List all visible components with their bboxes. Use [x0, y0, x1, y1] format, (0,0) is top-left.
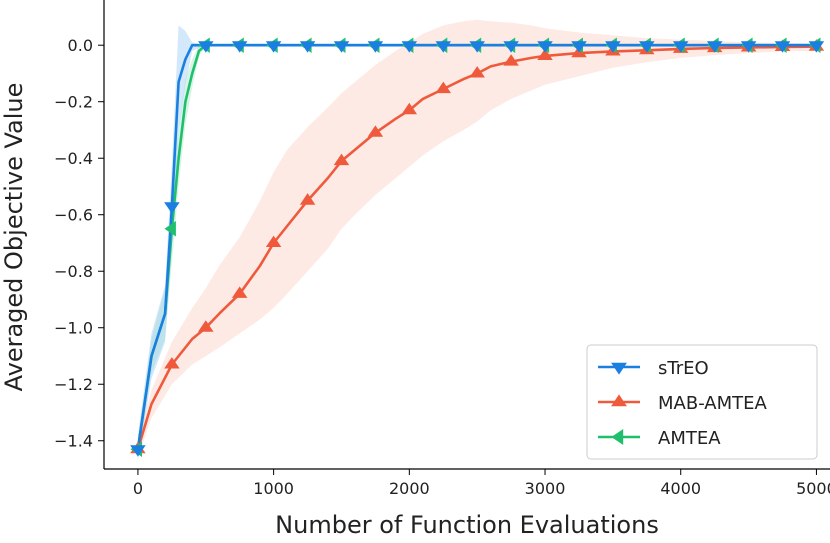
streo-marker: [672, 41, 689, 53]
legend-label-amtea: AMTEA: [658, 428, 721, 449]
streo-marker: [231, 41, 248, 53]
legend-marker-streo: [611, 362, 627, 375]
legend-frame: [586, 344, 818, 460]
axes: [103, 0, 830, 470]
streo-marker: [537, 41, 553, 53]
y-tick-label: −1.0: [54, 319, 93, 338]
mab-amtea-marker: [503, 54, 519, 66]
legend: sTrEO MAB-AMTEA AMTEA: [586, 344, 818, 460]
mab-amtea-marker: [537, 48, 553, 60]
x-tick-label: 4000: [660, 479, 701, 498]
streo-marker: [774, 41, 791, 53]
streo-marker: [740, 41, 757, 53]
mab-amtea-marker: [164, 357, 180, 369]
mab-amtea-marker: [198, 320, 214, 332]
y-tick-label: 0.0: [68, 36, 93, 55]
confidence-bands: [137, 19, 817, 461]
streo-marker: [639, 41, 655, 53]
streo-marker: [333, 41, 350, 53]
mab-amtea-marker: [299, 193, 316, 205]
streo-marker: [503, 41, 519, 53]
mab-amtea-marker: [435, 81, 452, 94]
streo-marker: [198, 41, 214, 53]
legend-marker-mab-amtea: [611, 394, 627, 407]
mab-amtea-marker: [367, 125, 384, 137]
streo-marker: [808, 41, 825, 53]
streo-marker: [401, 41, 418, 53]
mab-amtea-marker: [333, 153, 350, 166]
x-axis-title: Number of Function Evaluations: [275, 511, 659, 539]
legend-label-mab-amtea: MAB-AMTEA: [658, 393, 768, 414]
streo-marker: [469, 41, 485, 53]
legend-marker-amtea: [611, 429, 624, 445]
y-tick-label: −0.4: [54, 149, 93, 168]
y-tick-label: −1.2: [54, 375, 93, 394]
x-tick-label: 3000: [525, 479, 566, 498]
streo-marker: [130, 445, 146, 457]
mab-amtea-band: [137, 19, 817, 458]
mab-amtea-marker: [265, 235, 282, 248]
streo-marker: [435, 41, 452, 53]
y-tick-label: −0.6: [54, 206, 93, 225]
series-markers: [130, 37, 825, 457]
y-axis-title: Averaged Objective Value: [0, 83, 28, 392]
legend-label-streo: sTrEO: [658, 358, 709, 379]
streo-marker: [706, 41, 723, 53]
streo-marker: [299, 41, 316, 53]
amtea-marker: [164, 221, 176, 237]
x-tick-label: 0: [133, 479, 143, 498]
mab-amtea-marker: [469, 66, 485, 78]
y-ticks: 0.0 −0.2 −0.4 −0.6 −0.8 −1.0 −1.2 −1.4: [54, 36, 104, 451]
x-tick-label: 2000: [389, 479, 430, 498]
x-tick-label: 1000: [253, 479, 294, 498]
mab-amtea-marker: [231, 286, 248, 298]
y-tick-label: −1.4: [54, 432, 93, 451]
streo-marker: [367, 41, 384, 53]
mab-amtea-marker: [401, 102, 418, 115]
y-tick-label: −0.8: [54, 262, 93, 281]
y-tick-label: −0.2: [54, 93, 93, 112]
streo-marker: [164, 202, 180, 214]
streo-marker: [265, 41, 282, 53]
streo-marker: [605, 41, 621, 53]
streo-marker: [571, 41, 587, 53]
